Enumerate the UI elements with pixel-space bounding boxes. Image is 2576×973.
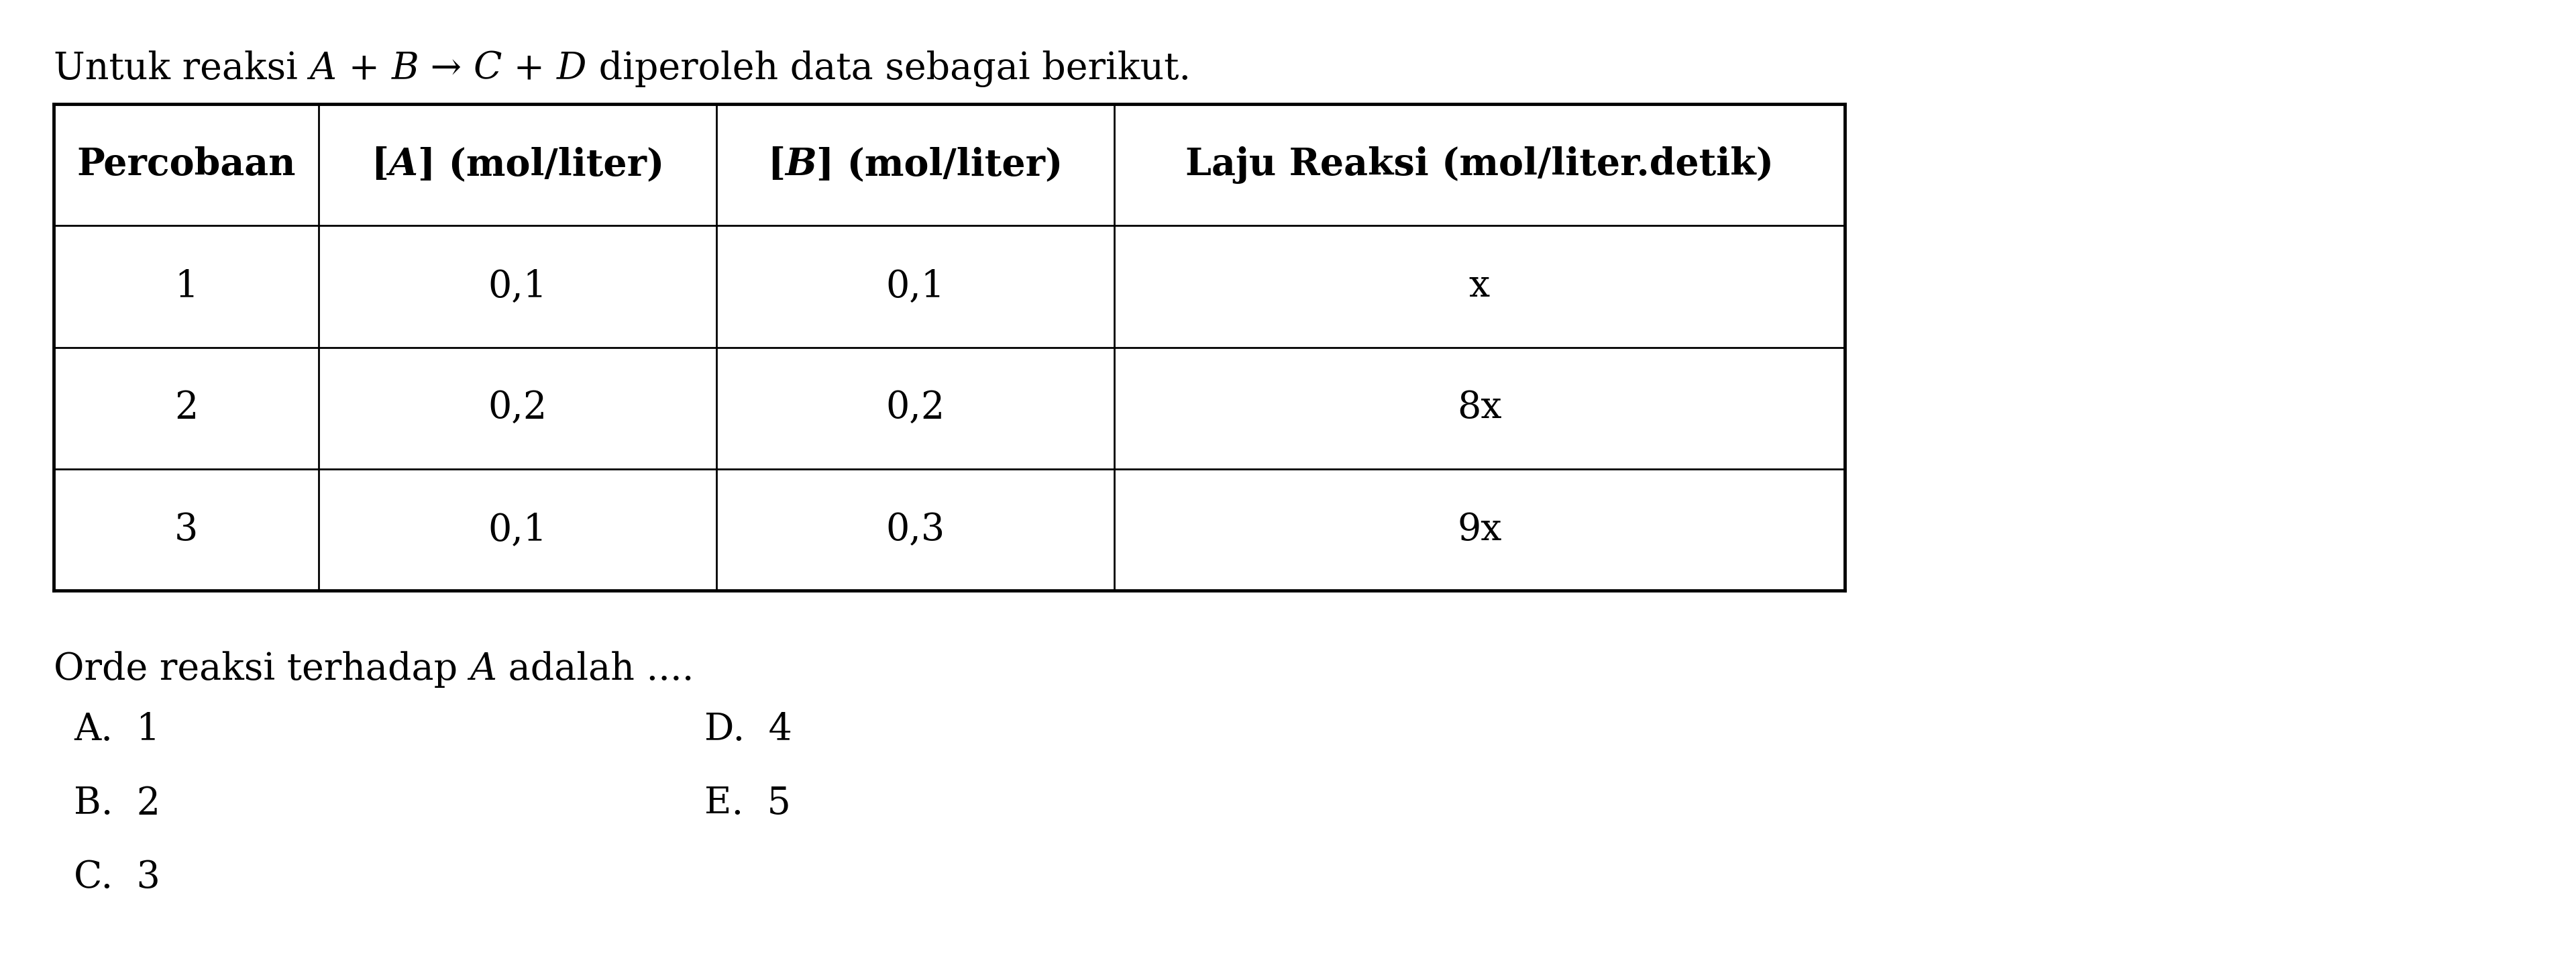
Text: Percobaan: Percobaan <box>77 146 296 183</box>
Text: 0,1: 0,1 <box>487 512 546 548</box>
Text: E.  5: E. 5 <box>703 785 791 822</box>
Text: B: B <box>392 51 420 87</box>
Text: 0,2: 0,2 <box>886 390 945 426</box>
Text: +: + <box>502 51 556 87</box>
Text: 2: 2 <box>175 390 198 426</box>
Text: x: x <box>1468 269 1489 305</box>
Text: [: [ <box>371 146 389 183</box>
Text: Untuk reaksi: Untuk reaksi <box>54 51 309 87</box>
Text: B.  2: B. 2 <box>75 785 160 822</box>
Text: 0,1: 0,1 <box>886 269 945 305</box>
Text: B: B <box>786 146 817 183</box>
Text: adalah ....: adalah .... <box>497 651 706 688</box>
Text: 8x: 8x <box>1458 390 1502 426</box>
Text: Orde reaksi terhadap: Orde reaksi terhadap <box>54 651 469 688</box>
Text: D.  4: D. 4 <box>703 711 793 748</box>
Text: 0,3: 0,3 <box>886 512 945 548</box>
Text: ] (mol/liter): ] (mol/liter) <box>417 146 665 183</box>
Text: →: → <box>420 51 474 87</box>
Text: D: D <box>556 51 587 87</box>
Text: A: A <box>309 51 337 87</box>
Text: 0,2: 0,2 <box>487 390 546 426</box>
Text: 0,1: 0,1 <box>487 269 546 305</box>
Text: A.  1: A. 1 <box>75 711 160 748</box>
Text: 3: 3 <box>175 512 198 548</box>
Text: 1: 1 <box>175 269 198 305</box>
Text: 9x: 9x <box>1458 512 1502 548</box>
Text: ] (mol/liter): ] (mol/liter) <box>817 146 1064 183</box>
Text: Laju Reaksi (mol/liter.detik): Laju Reaksi (mol/liter.detik) <box>1185 146 1772 184</box>
Text: diperoleh data sebagai berikut.: diperoleh data sebagai berikut. <box>587 51 1190 87</box>
Text: C.  3: C. 3 <box>75 859 160 895</box>
Text: C: C <box>474 51 502 87</box>
Text: A: A <box>389 146 417 183</box>
Text: A: A <box>469 651 497 688</box>
Text: +: + <box>337 51 392 87</box>
Text: [: [ <box>768 146 786 183</box>
